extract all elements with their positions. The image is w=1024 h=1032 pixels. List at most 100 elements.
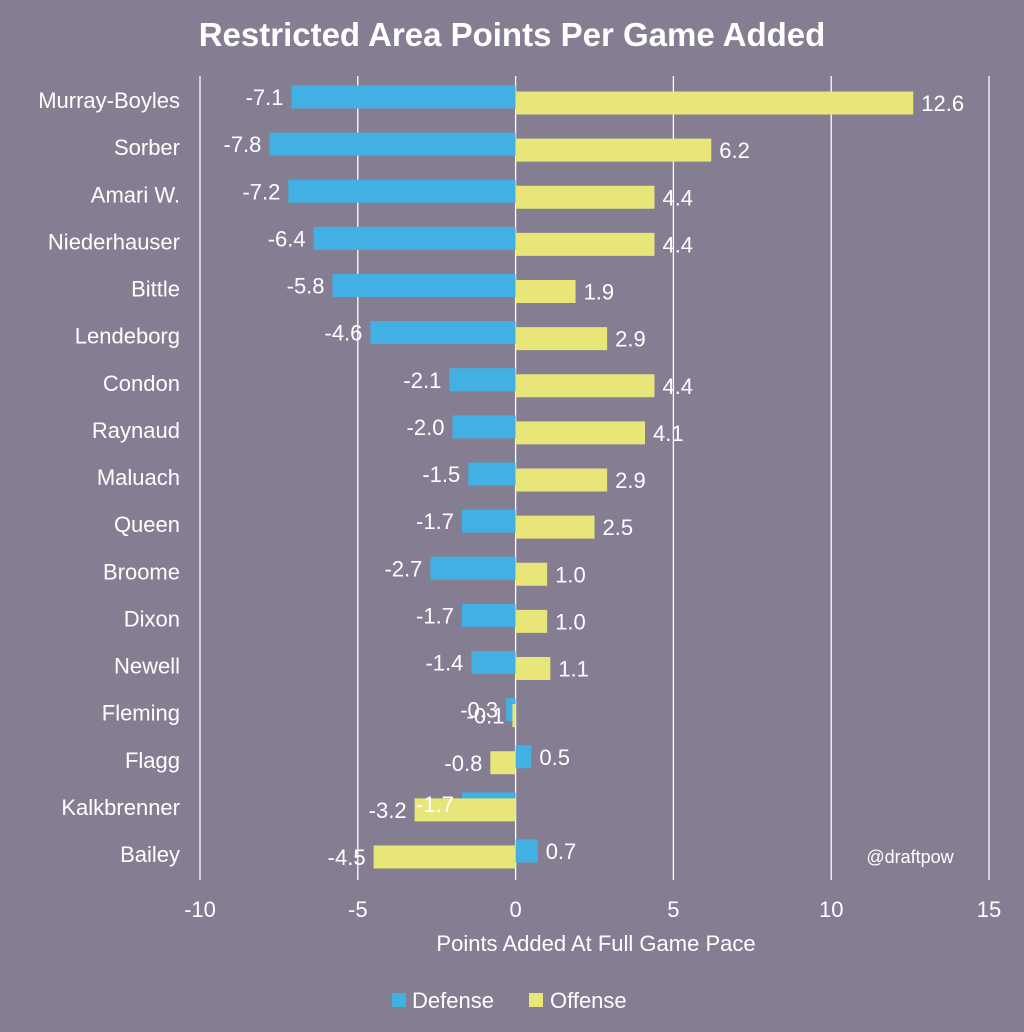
- data-labels: -7.1 12.6 -7.8 6.2 -7.2 4.4 -6.4 4.4 -5.8 1.9 -4.6…: [224, 85, 965, 870]
- x-axis-ticks: -10 -5 0 5 10 15: [184, 897, 1001, 922]
- data-label-offense-raynaud: 4.1: [653, 421, 684, 446]
- category-label-broome: Broome: [103, 559, 180, 584]
- data-label-defense-amari-w: -7.2: [242, 179, 280, 204]
- x-tick-label-10: 10: [819, 897, 843, 922]
- category-label-dixon: Dixon: [124, 606, 180, 631]
- data-label-defense-fleming: -0.3: [460, 698, 498, 723]
- x-tick-label-15: 15: [977, 897, 1001, 922]
- bar-offense-amari-w: [515, 185, 655, 209]
- category-label-kalkbrenner: Kalkbrenner: [61, 795, 180, 820]
- bar-defense-bailey: [515, 839, 538, 863]
- legend-label-offense: Offense: [550, 988, 627, 1013]
- bar-defense-flagg: [515, 745, 532, 769]
- data-label-defense-lendeborg: -4.6: [325, 321, 363, 346]
- data-label-offense-broome: 1.0: [555, 562, 586, 587]
- bar-defense-condon: [449, 368, 516, 392]
- bar-offense-kalkbrenner: [414, 798, 516, 822]
- data-label-offense-newell: 1.1: [558, 657, 589, 682]
- bar-offense-flagg: [490, 751, 516, 775]
- data-label-offense-dixon: 1.0: [555, 609, 586, 634]
- bar-offense-sorber: [515, 138, 712, 162]
- bar-defense-dixon: [461, 603, 516, 627]
- data-label-offense-bailey: -4.5: [328, 845, 366, 870]
- data-label-defense-broome: -2.7: [384, 556, 422, 581]
- data-label-offense-maluach: 2.9: [615, 468, 646, 493]
- category-label-bittle: Bittle: [131, 277, 180, 302]
- category-label-newell: Newell: [114, 654, 180, 679]
- bar-defense-queen: [461, 509, 516, 533]
- data-label-offense-niederhauser: 4.4: [662, 232, 693, 257]
- bar-offense-broome: [515, 562, 548, 586]
- watermark: @draftpow: [866, 847, 954, 867]
- category-label-amari-w: Amari W.: [91, 182, 180, 207]
- bar-offense-niederhauser: [515, 232, 655, 256]
- bar-defense-amari-w: [288, 179, 516, 203]
- legend: Defense Offense: [392, 988, 627, 1013]
- category-label-flagg: Flagg: [125, 748, 180, 773]
- category-label-raynaud: Raynaud: [92, 418, 180, 443]
- bar-offense-condon: [515, 374, 655, 398]
- data-label-defense-flagg: 0.5: [539, 745, 570, 770]
- bar-offense-queen: [515, 515, 595, 539]
- data-label-offense-murray-boyles: 12.6: [921, 91, 964, 116]
- bars: [269, 85, 914, 869]
- data-label-defense-raynaud: -2.0: [407, 415, 445, 440]
- data-label-defense-maluach: -1.5: [422, 462, 460, 487]
- bar-offense-fleming: [512, 704, 516, 728]
- category-label-niederhauser: Niederhauser: [48, 229, 180, 254]
- legend-label-defense: Defense: [412, 988, 494, 1013]
- bar-defense-bittle: [332, 274, 516, 297]
- x-tick-label-10: -10: [184, 897, 216, 922]
- data-label-offense-bittle: 1.9: [584, 280, 615, 305]
- bar-defense-fleming: [506, 698, 516, 722]
- bar-defense-sorber: [269, 132, 516, 156]
- data-label-offense-condon: 4.4: [662, 374, 693, 399]
- data-label-offense-flagg: -0.8: [444, 751, 482, 776]
- data-label-offense-queen: 2.5: [603, 515, 634, 540]
- category-labels: Murray-Boyles Sorber Amari W. Niederhauser B…: [38, 88, 180, 867]
- bar-offense-dixon: [515, 609, 548, 633]
- bar-defense-lendeborg: [370, 321, 516, 345]
- bar-offense-maluach: [515, 468, 608, 492]
- category-label-sorber: Sorber: [114, 135, 180, 160]
- bar-defense-newell: [471, 651, 516, 674]
- bar-defense-raynaud: [452, 415, 516, 439]
- data-label-defense-bailey: 0.7: [546, 839, 577, 864]
- bar-defense-maluach: [468, 462, 516, 486]
- category-label-murray-boyles: Murray-Boyles: [38, 88, 180, 113]
- x-tick-label-5: 5: [667, 897, 679, 922]
- bar-offense-bailey: [373, 845, 516, 869]
- bar-offense-bittle: [515, 280, 576, 303]
- category-label-lendeborg: Lendeborg: [75, 324, 180, 349]
- bar-defense-murray-boyles: [291, 85, 516, 109]
- data-label-defense-condon: -2.1: [403, 368, 441, 393]
- data-label-offense-kalkbrenner: -3.2: [369, 798, 407, 823]
- category-label-condon: Condon: [103, 371, 180, 396]
- data-label-defense-murray-boyles: -7.1: [246, 85, 284, 110]
- data-label-defense-newell: -1.4: [425, 651, 463, 676]
- legend-swatch-offense: [529, 993, 543, 1007]
- bar-defense-broome: [430, 556, 516, 580]
- data-label-offense-sorber: 6.2: [719, 138, 750, 163]
- data-label-offense-amari-w: 4.4: [662, 185, 693, 210]
- legend-swatch-defense: [392, 993, 406, 1007]
- data-label-defense-bittle: -5.8: [287, 274, 325, 299]
- bar-offense-newell: [515, 657, 551, 680]
- x-tick-label-0: 0: [509, 897, 521, 922]
- bar-defense-niederhauser: [313, 226, 516, 250]
- data-label-defense-queen: -1.7: [416, 509, 454, 534]
- data-label-defense-kalkbrenner: -1.7: [416, 792, 454, 817]
- bar-offense-lendeborg: [515, 327, 608, 351]
- bar-offense-raynaud: [515, 421, 645, 445]
- data-label-defense-niederhauser: -6.4: [268, 226, 306, 251]
- bar-offense-murray-boyles: [515, 91, 914, 115]
- category-label-queen: Queen: [114, 512, 180, 537]
- chart-title: Restricted Area Points Per Game Added: [199, 16, 826, 53]
- category-label-fleming: Fleming: [102, 701, 180, 726]
- x-tick-label-5: -5: [348, 897, 368, 922]
- data-label-defense-sorber: -7.8: [224, 132, 262, 157]
- data-label-offense-lendeborg: 2.9: [615, 327, 646, 352]
- data-label-defense-dixon: -1.7: [416, 603, 454, 628]
